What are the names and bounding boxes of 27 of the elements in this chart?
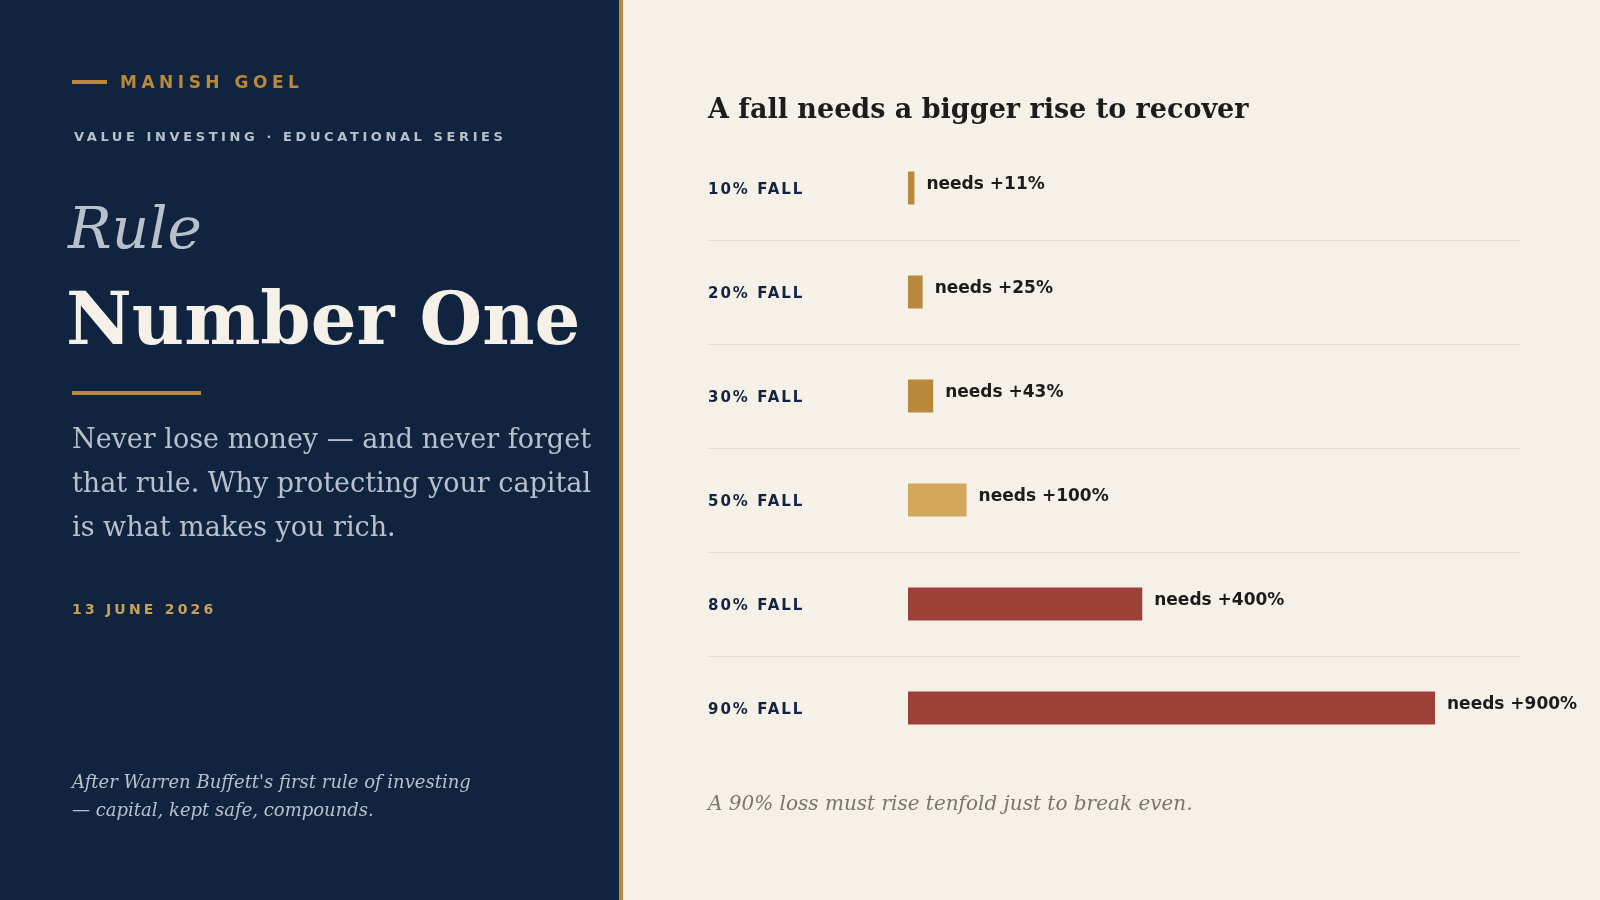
text: After Warren Buffett's first rule of investing — capital, kept safe, compounds. [70, 771, 471, 820]
text: MANISH GOEL [120, 72, 304, 92]
bar [908, 171, 915, 205]
y-tick-label: 80% FALL [708, 596, 805, 614]
text: VALUE INVESTING · EDUCATIONAL SERIES [74, 129, 507, 144]
y-tick-label: 30% FALL [708, 388, 805, 406]
text: Rule [67, 194, 202, 262]
text: 13 JUNE 2026 [72, 601, 217, 617]
y-tick-label: 50% FALL [708, 492, 805, 510]
bar [908, 691, 1435, 725]
data-label: needs +43% [945, 381, 1064, 401]
data-label: needs +25% [934, 277, 1053, 297]
data-label: needs +400% [1154, 589, 1285, 609]
data-label: needs +11% [926, 173, 1045, 193]
text: Number One [66, 276, 581, 361]
data-label: needs +900% [1447, 693, 1578, 713]
bar [908, 379, 934, 413]
data-label: needs +100% [978, 485, 1109, 505]
bar [908, 275, 923, 309]
chart-title: A fall needs a bigger rise to recover [707, 93, 1250, 124]
y-tick-label: 90% FALL [708, 700, 805, 718]
bar [908, 483, 967, 517]
y-tick-label: 10% FALL [708, 180, 805, 198]
text: A 90% loss must rise tenfold just to break even. [706, 791, 1193, 815]
y-tick-label: 20% FALL [708, 284, 805, 302]
text: Never lose money — and never forget that rule. Why protecting your capital is what makes you rich. [72, 423, 592, 542]
bar [908, 587, 1143, 621]
